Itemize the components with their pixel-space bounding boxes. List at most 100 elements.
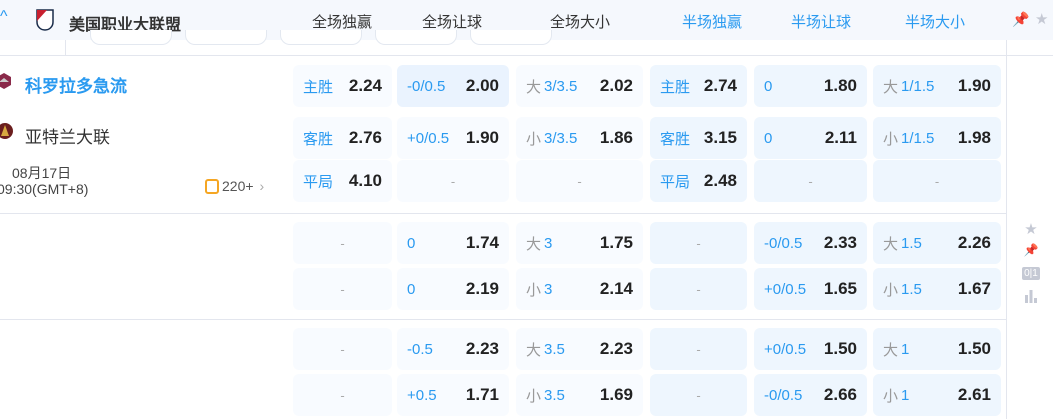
odds-cell: - — [754, 160, 867, 202]
odds-cell[interactable]: -0/0.5 2.33 — [754, 222, 867, 264]
odds-label: 0 — [407, 234, 416, 252]
odds-cell[interactable]: 大 3 1.75 — [516, 222, 643, 264]
odds-label: 客胜 — [660, 130, 691, 148]
odds-label: 主胜 — [660, 78, 691, 96]
odds-cell[interactable]: 小 3/3.5 1.86 — [516, 117, 643, 159]
odds-label: 平局 — [660, 173, 691, 191]
odds-cell: - — [873, 160, 1001, 202]
odds-cell[interactable]: 0 2.11 — [754, 117, 867, 159]
column-header[interactable]: 半场大小 — [904, 14, 965, 31]
odds-value: 2.74 — [703, 76, 737, 95]
odds-cell[interactable]: +0/0.5 1.50 — [754, 328, 867, 370]
collapse-chevron-icon[interactable]: ^ — [0, 8, 8, 25]
filter-pill[interactable] — [185, 30, 267, 45]
odds-value: 1.75 — [599, 233, 633, 252]
odds-label: 主胜 — [303, 78, 334, 96]
odds-cell[interactable]: 主胜 2.24 — [293, 65, 392, 107]
odds-cell: - — [293, 222, 392, 264]
column-header[interactable]: 全场让球 — [421, 14, 482, 31]
odds-cell[interactable]: 大 3.5 2.23 — [516, 328, 643, 370]
odds-value: 2.23 — [465, 339, 499, 358]
empty-odds: - — [808, 173, 813, 189]
odds-prefix: 小 — [883, 281, 899, 299]
odds-label: 1 — [901, 386, 910, 404]
odds-value: 2.24 — [348, 76, 382, 95]
odds-cell[interactable]: -0.5 2.23 — [397, 328, 509, 370]
odds-prefix: 小 — [526, 387, 542, 405]
odds-label: 1.5 — [901, 280, 922, 298]
empty-odds: - — [340, 235, 345, 251]
divider — [0, 55, 1053, 56]
away-team-logo-icon — [0, 123, 13, 139]
odds-prefix: 小 — [883, 130, 899, 148]
odds-cell[interactable]: -0/0.5 2.66 — [754, 374, 867, 416]
league-name: 美国职业大联盟 — [69, 17, 182, 34]
star-icon[interactable]: ★ — [1035, 11, 1049, 28]
filter-pill[interactable] — [280, 30, 362, 45]
odds-cell[interactable]: 大 1.5 2.26 — [873, 222, 1001, 264]
away-team-name[interactable]: 亚特兰大联 — [25, 128, 110, 147]
divider — [0, 319, 1006, 320]
stats-icon[interactable] — [1024, 289, 1038, 303]
odds-label: -0/0.5 — [764, 386, 803, 404]
odds-prefix: 小 — [526, 281, 542, 299]
empty-odds: - — [340, 341, 345, 357]
empty-odds: - — [340, 281, 345, 297]
odds-prefix: 大 — [526, 235, 542, 253]
home-team-name[interactable]: 科罗拉多急流 — [25, 77, 127, 96]
odds-cell[interactable]: 小 3 2.14 — [516, 268, 643, 310]
odds-value: 1.74 — [465, 233, 499, 252]
empty-odds: - — [450, 173, 456, 189]
odds-cell: - — [650, 374, 747, 416]
odds-cell[interactable]: +0/0.5 1.90 — [397, 117, 509, 159]
odds-cell[interactable]: 小 1.5 1.67 — [873, 268, 1001, 310]
odds-cell[interactable]: 大 1 1.50 — [873, 328, 1001, 370]
bets-icon — [205, 178, 219, 194]
odds-cell[interactable]: +0/0.5 1.65 — [754, 268, 867, 310]
pin-icon[interactable]: 📌 — [1023, 243, 1039, 257]
odds-cell[interactable]: 0 1.80 — [754, 65, 867, 107]
odds-cell[interactable]: 大 1/1.5 1.90 — [873, 65, 1001, 107]
filter-pill[interactable] — [470, 30, 552, 45]
odds-value: 2.19 — [465, 279, 499, 298]
league-logo-icon — [36, 9, 54, 31]
odds-label: 3 — [544, 234, 553, 252]
odds-cell[interactable]: 小 1 2.61 — [873, 374, 1001, 416]
odds-cell[interactable]: -0/0.5 2.00 — [397, 65, 509, 107]
column-header[interactable]: 半场让球 — [790, 14, 851, 31]
odds-cell: - — [650, 222, 747, 264]
odds-value: 4.10 — [348, 171, 382, 190]
odds-label: +0/0.5 — [764, 340, 807, 358]
column-header[interactable]: 全场独赢 — [311, 14, 372, 31]
filter-pill[interactable] — [90, 30, 172, 45]
empty-odds: - — [696, 281, 701, 297]
more-bets-link[interactable]: 220+ › — [205, 178, 264, 194]
odds-cell[interactable]: 小 1/1.5 1.98 — [873, 117, 1001, 159]
odds-cell: - — [293, 328, 392, 370]
match-date: 08月17日 — [12, 165, 72, 181]
column-header[interactable]: 全场大小 — [549, 14, 610, 31]
odds-cell[interactable]: 客胜 3.15 — [650, 117, 747, 159]
odds-cell[interactable]: 大 3/3.5 2.02 — [516, 65, 643, 107]
odds-cell[interactable]: 主胜 2.74 — [650, 65, 747, 107]
column-header[interactable]: 半场独赢 — [681, 14, 742, 31]
odds-label: 客胜 — [303, 130, 334, 148]
odds-value: 2.33 — [823, 233, 857, 252]
odds-label: 1/1.5 — [901, 129, 935, 147]
filter-pill[interactable] — [375, 30, 457, 45]
pin-icon[interactable]: 📌 — [1012, 11, 1030, 27]
odds-cell: - — [650, 268, 747, 310]
odds-cell[interactable]: 0 2.19 — [397, 268, 509, 310]
score-icon[interactable]: 0|1 — [1022, 267, 1040, 280]
odds-cell[interactable]: 平局 4.10 — [293, 160, 392, 202]
odds-label: 3/3.5 — [544, 77, 578, 95]
odds-cell[interactable]: 0 1.74 — [397, 222, 509, 264]
odds-cell[interactable]: 小 3.5 1.69 — [516, 374, 643, 416]
odds-label: -0/0.5 — [764, 234, 803, 252]
star-icon[interactable]: ★ — [1024, 221, 1038, 238]
odds-value: 1.50 — [823, 339, 857, 358]
odds-cell[interactable]: 客胜 2.76 — [293, 117, 392, 159]
odds-cell[interactable]: 平局 2.48 — [650, 160, 747, 202]
odds-cell[interactable]: +0.5 1.71 — [397, 374, 509, 416]
odds-label: 1.5 — [901, 234, 922, 252]
